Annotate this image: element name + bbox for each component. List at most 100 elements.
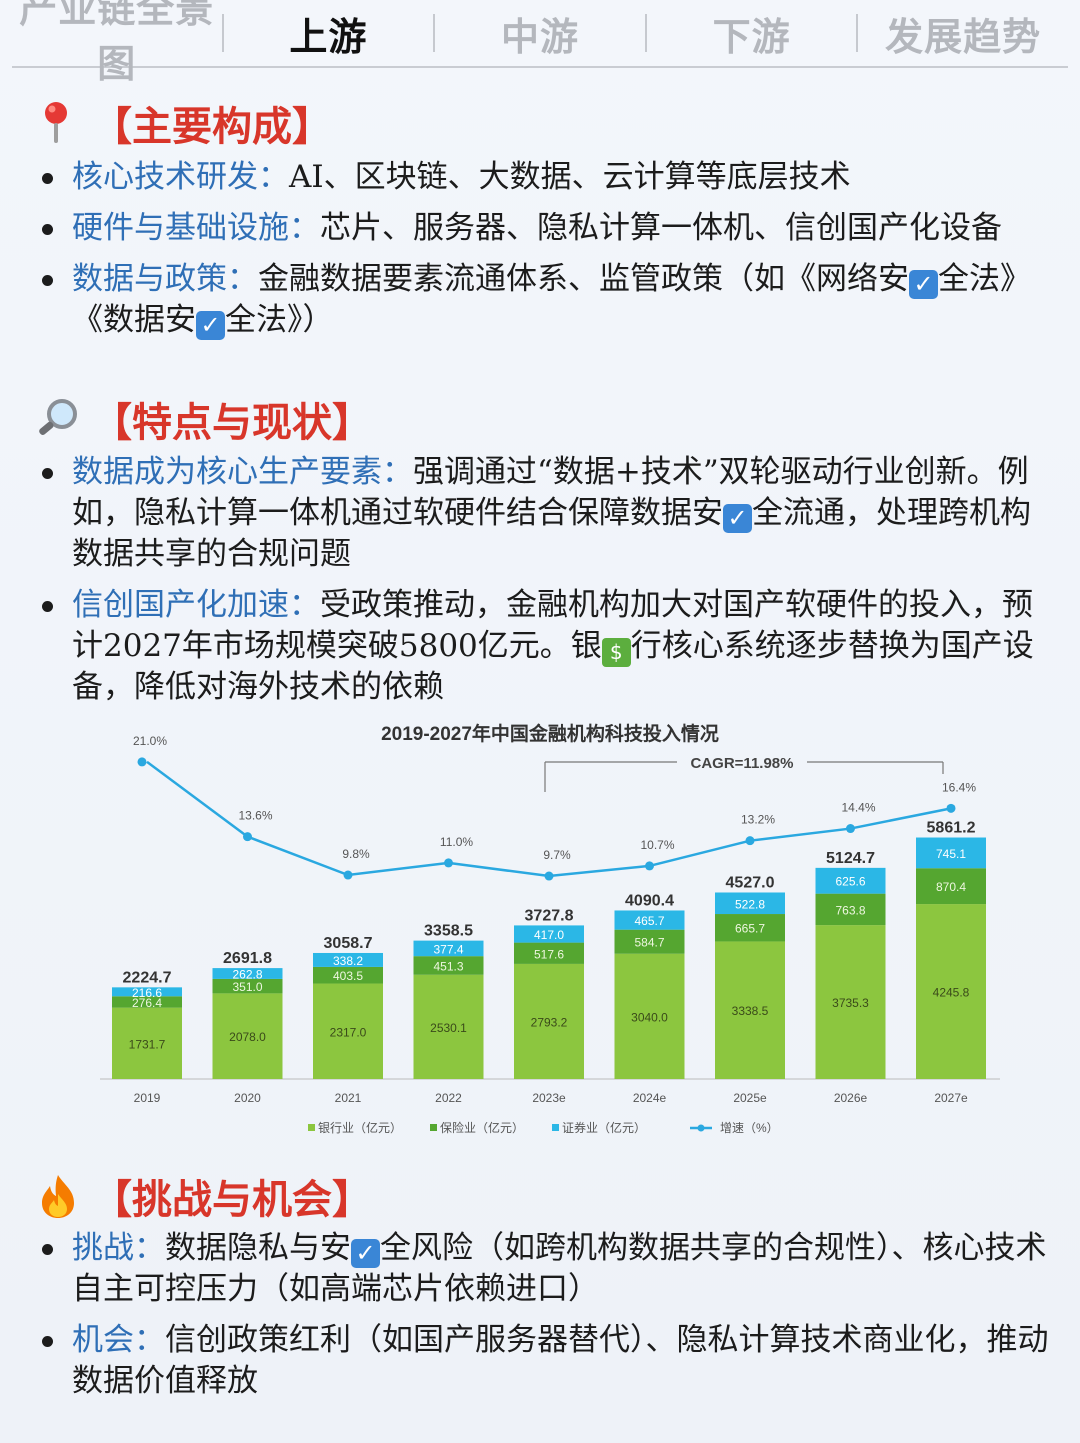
legend-label: 银行业（亿元） [318, 1120, 402, 1135]
data-label: 3040.0 [631, 1010, 668, 1024]
x-tick-label: 2020 [234, 1091, 261, 1105]
list-item: 硬件与基础设施：芯片、服务器、隐私计算一体机、信创国产化设备 [38, 208, 1050, 249]
total-label: 3358.5 [424, 923, 473, 940]
growth-point [745, 836, 755, 846]
data-label: 276.4 [132, 996, 162, 1010]
growth-label: 21.0% [133, 734, 167, 748]
x-tick-label: 2025e [733, 1091, 767, 1105]
data-label: 377.4 [433, 942, 463, 956]
tab-divider [221, 14, 224, 52]
bar-segment [112, 987, 182, 997]
tab-upstream[interactable]: 上游 [289, 13, 368, 59]
data-label: 2530.1 [430, 1021, 467, 1035]
growth-label: 16.4% [942, 780, 976, 794]
growth-label: 9.8% [342, 847, 370, 861]
bar-segment [112, 996, 182, 1008]
list-item: 挑战：数据隐私与安 ✓ 全风险（如跨机构数据共享的合规性）、核心技术自主可控压力（如… [38, 1228, 1050, 1310]
data-label: 3735.3 [832, 996, 869, 1010]
bar-segment [212, 978, 283, 994]
legend-label: 增速（%） [720, 1121, 779, 1135]
growth-label: 11.0% [440, 835, 473, 849]
data-label: 2078.0 [229, 1030, 266, 1044]
data-label: 417.0 [534, 928, 564, 942]
bar-segment [112, 1007, 182, 1079]
total-label: 5861.2 [927, 820, 976, 837]
bar-segment [413, 974, 484, 1079]
magnifier-icon [34, 395, 82, 443]
growth-point [946, 803, 956, 813]
bar-segment [614, 929, 685, 954]
tab-development-trends[interactable]: 发展趋势 [885, 13, 1042, 59]
data-label: 763.8 [835, 903, 865, 917]
bar-segment [313, 966, 383, 984]
growth-label: 14.4% [841, 801, 875, 815]
data-label: 584.7 [634, 936, 664, 950]
data-label: 465.7 [634, 914, 664, 928]
legend-swatch [308, 1124, 315, 1131]
bar-segment [815, 925, 886, 1079]
features-list: 数据成为核心生产要素：强调通过“数据+技术”双轮驱动行业创新。例如，隐私计算一体… [38, 452, 1050, 718]
tab-midstream[interactable]: 中游 [500, 13, 579, 59]
x-tick-label: 2026e [834, 1091, 868, 1105]
data-label: 517.6 [534, 947, 564, 961]
bar-segment [313, 983, 383, 1079]
bar-segment [413, 956, 484, 975]
bar-segment [212, 968, 283, 979]
bar-segment [815, 867, 886, 894]
growth-label: 10.7% [640, 838, 674, 852]
bar-segment [715, 892, 785, 915]
tab-industry-chain-overview[interactable]: 产业链全景图 [19, 0, 215, 86]
list-item: 核心技术研发：AI、区块链、大数据、云计算等底层技术 [38, 157, 1050, 198]
x-tick-label: 2027e [934, 1091, 968, 1105]
x-tick-label: 2024e [633, 1091, 667, 1105]
x-tick-label: 2022 [435, 1091, 462, 1105]
bar-segment [413, 940, 484, 957]
list-item: 数据成为核心生产要素：强调通过“数据+技术”双轮驱动行业创新。例如，隐私计算一体… [38, 452, 1050, 575]
check-mark-icon: ✓ [196, 311, 225, 340]
bar-segment [514, 942, 584, 964]
bar-segment [916, 904, 986, 1079]
bar-segment [313, 952, 383, 967]
composition-list: 核心技术研发：AI、区块链、大数据、云计算等底层技术 硬件与基础设施：芯片、服务… [38, 157, 1050, 351]
tab-divider [856, 14, 859, 52]
check-mark-icon: ✓ [723, 504, 752, 533]
legend-swatch [697, 1124, 705, 1132]
legend-swatch [430, 1124, 437, 1131]
data-label: 625.6 [835, 875, 865, 889]
tab-divider [433, 14, 436, 52]
bar-segment [614, 953, 685, 1079]
list-item: 信创国产化加速：受政策推动，金融机构加大对国产软硬件的投入，预计2027年市场规… [38, 585, 1050, 708]
money-icon: $ [601, 638, 631, 667]
growth-point [444, 858, 453, 868]
bar-segment [514, 963, 584, 1079]
data-label: 2793.2 [531, 1015, 568, 1029]
data-label: 2317.0 [330, 1025, 367, 1039]
section-title-composition: 【主要构成】 [34, 94, 332, 152]
total-label: 4527.0 [726, 874, 775, 891]
data-label: 262.8 [232, 968, 262, 982]
pin-icon [34, 99, 82, 147]
data-label: 351.0 [232, 980, 262, 994]
data-label: 3338.5 [732, 1004, 769, 1018]
chart-legend: 银行业（亿元） 保险业（亿元） 证券业（亿元） 增速（%） [308, 1120, 779, 1135]
x-tick-label: 2021 [335, 1091, 362, 1105]
bar-segment [715, 941, 785, 1079]
x-tick-label: 2023e [532, 1091, 566, 1105]
total-label: 3058.7 [324, 935, 373, 952]
data-label: 745.1 [936, 847, 966, 861]
legend-label: 证券业（亿元） [562, 1120, 646, 1135]
bar-segment [514, 925, 584, 943]
growth-label: 13.6% [238, 809, 272, 823]
tab-downstream[interactable]: 下游 [712, 13, 791, 59]
data-label: 665.7 [735, 922, 765, 936]
bar-segment [916, 837, 986, 869]
growth-point [846, 824, 855, 834]
fire-icon [34, 1172, 82, 1220]
total-label: 2224.7 [123, 969, 172, 986]
data-label: 451.3 [433, 959, 463, 973]
tab-divider [644, 14, 647, 52]
list-item: 机会：信创政策红利（如国产服务器替代）、隐私计算技术商业化，推动数据价值释放 [38, 1320, 1050, 1402]
data-label: 1731.7 [129, 1037, 166, 1051]
tech-investment-chart: 2019-2027年中国金融机构科技投入情况 CAGR=11.98% 1731.… [100, 722, 1000, 1135]
growth-point [137, 757, 147, 767]
